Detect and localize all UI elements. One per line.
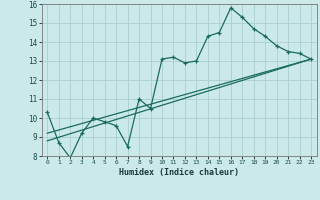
X-axis label: Humidex (Indice chaleur): Humidex (Indice chaleur) (119, 168, 239, 177)
